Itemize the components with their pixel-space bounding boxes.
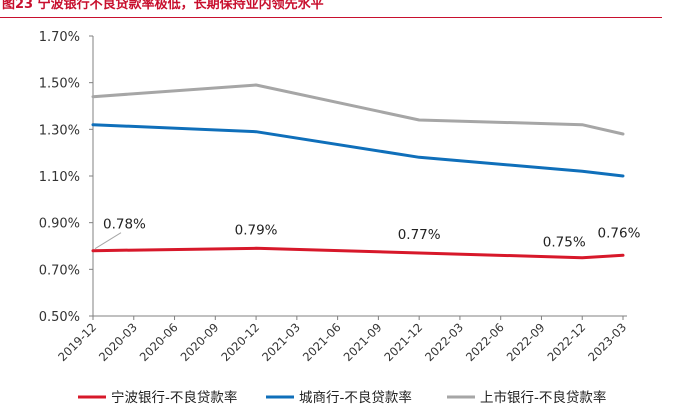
data-label: 0.75% <box>543 235 586 251</box>
x-tick-label: 2022-12 <box>544 320 588 364</box>
y-tick-label: 0.50% <box>39 310 80 325</box>
title-bar: 图23 宁波银行不良贷款率极低，长期保持业内领先水平 <box>0 0 662 18</box>
x-tick-label: 2021-12 <box>381 320 425 364</box>
y-tick-label: 1.30% <box>39 123 80 138</box>
data-label: 0.77% <box>398 227 441 243</box>
x-tick-label: 2023-03 <box>585 320 629 364</box>
x-tick-label: 2022-03 <box>422 320 466 364</box>
x-tick-label: 2021-09 <box>341 320 385 364</box>
x-tick-label: 2020-06 <box>137 320 181 364</box>
y-tick-label: 0.90% <box>39 217 80 232</box>
legend-label-1: 城商行-不良贷款率 <box>299 389 412 406</box>
data-label-leader <box>94 232 122 250</box>
y-tick-label: 1.10% <box>39 170 80 185</box>
data-label: 0.79% <box>235 222 278 238</box>
x-tick-label: 2020-03 <box>96 320 140 364</box>
x-tick-label: 2022-06 <box>463 320 507 364</box>
y-tick-label: 0.70% <box>39 263 80 278</box>
x-tick-label: 2021-06 <box>300 320 344 364</box>
series-line-1 <box>91 123 625 178</box>
y-tick-label: 1.50% <box>39 77 80 92</box>
x-tick-label: 2020-09 <box>178 320 222 364</box>
x-tick-label: 2022-09 <box>504 320 548 364</box>
x-tick-label: 2021-03 <box>259 320 303 364</box>
chart-title: 图23 宁波银行不良贷款率极低，长期保持业内领先水平 <box>2 0 324 12</box>
legend-label-0: 宁波银行-不良贷款率 <box>111 389 237 406</box>
x-tick-label: 2020-12 <box>218 320 262 364</box>
data-label: 0.78% <box>103 217 146 233</box>
y-tick-label: 1.70% <box>39 30 80 45</box>
legend-label-2: 上市银行-不良贷款率 <box>480 389 606 406</box>
x-tick-label: 2019-12 <box>55 320 99 364</box>
data-label: 0.76% <box>598 225 641 241</box>
series-line-0 <box>91 246 625 260</box>
series-line-2 <box>91 83 625 136</box>
